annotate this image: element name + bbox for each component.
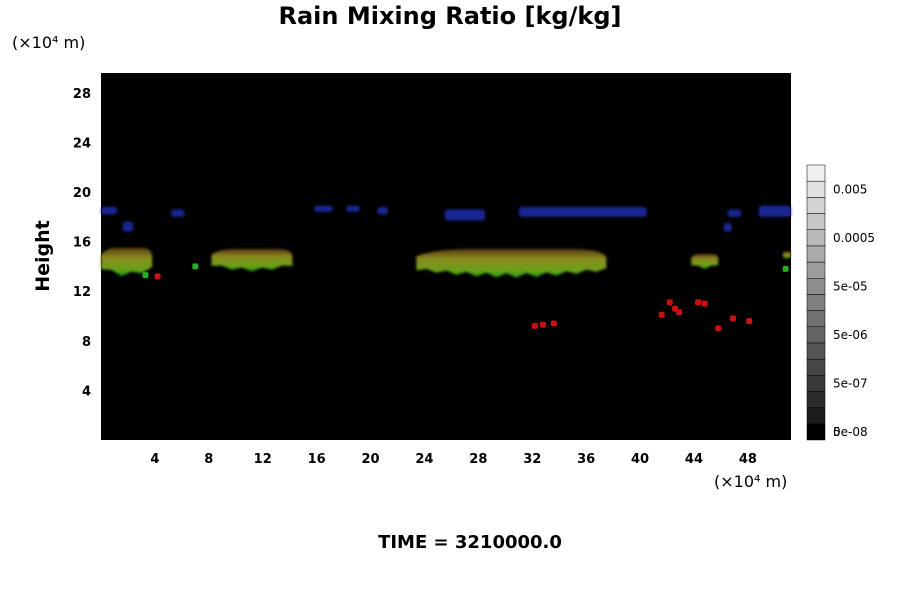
upper-band-8 bbox=[727, 209, 742, 217]
x-tick-label: 44 bbox=[685, 452, 703, 467]
upper-band-9 bbox=[758, 205, 791, 217]
upper-band-4 bbox=[346, 205, 360, 212]
x-tick-label: 32 bbox=[523, 452, 541, 467]
y-tick-label: 24 bbox=[73, 136, 91, 151]
rain-cell-23 bbox=[676, 309, 683, 316]
cloud-layer-13 bbox=[416, 249, 607, 278]
x-tick-label: 4 bbox=[150, 452, 159, 467]
rain-cell-29 bbox=[142, 272, 149, 279]
x-tick-label: 12 bbox=[254, 452, 272, 467]
y-tick-label: 28 bbox=[73, 87, 91, 102]
rain-cell-21 bbox=[666, 299, 673, 306]
x-tick-label: 48 bbox=[739, 452, 757, 467]
x-tick-label: 8 bbox=[204, 452, 213, 467]
x-tick-label: 36 bbox=[577, 452, 595, 467]
y-tick-label: 16 bbox=[73, 236, 91, 251]
rain-cell-20 bbox=[658, 311, 665, 318]
y-tick-label: 20 bbox=[73, 186, 91, 201]
time-label: TIME = 3210000.0 bbox=[378, 532, 562, 553]
x-tick-label: 16 bbox=[308, 452, 326, 467]
x-tick-label: 40 bbox=[631, 452, 649, 467]
cloud-layer-14 bbox=[691, 254, 719, 269]
rain-cell-27 bbox=[730, 315, 737, 322]
y-axis-unit: (×10⁴ m) bbox=[12, 33, 86, 52]
y-tick-label: 4 bbox=[82, 384, 91, 399]
cloud-layer-11 bbox=[101, 247, 153, 276]
x-tick-label: 28 bbox=[469, 452, 487, 467]
x-axis-unit: (×10⁴ m) bbox=[714, 472, 788, 491]
rain-cell-26 bbox=[715, 325, 722, 332]
rain-cell-24 bbox=[695, 299, 702, 306]
upper-band-10 bbox=[723, 223, 732, 232]
chart-title: Rain Mixing Ratio [kg/kg] bbox=[278, 2, 622, 30]
x-tick-label: 24 bbox=[415, 452, 433, 467]
upper-band-0 bbox=[101, 206, 118, 215]
rain-cell-28 bbox=[746, 317, 753, 324]
upper-band-3 bbox=[313, 205, 333, 212]
rain-cell-25 bbox=[701, 300, 708, 307]
upper-band-1 bbox=[122, 221, 134, 232]
y-tick-label: 12 bbox=[73, 285, 91, 300]
rain-cell-31 bbox=[782, 265, 789, 272]
upper-band-6 bbox=[444, 209, 486, 221]
upper-band-5 bbox=[377, 206, 389, 215]
rain-cell-30 bbox=[192, 263, 199, 270]
rain-cell-17 bbox=[531, 322, 538, 329]
upper-band-2 bbox=[171, 209, 185, 217]
upper-band-7 bbox=[518, 206, 647, 217]
x-tick-label: 20 bbox=[361, 452, 379, 467]
cloud-layer-15 bbox=[782, 251, 791, 259]
cloud-layer-12 bbox=[211, 249, 293, 272]
y-tick-label: 8 bbox=[82, 335, 91, 350]
rain-cell-18 bbox=[540, 321, 547, 328]
rain-cell-19 bbox=[550, 320, 557, 327]
rain-cell-16 bbox=[154, 273, 161, 280]
